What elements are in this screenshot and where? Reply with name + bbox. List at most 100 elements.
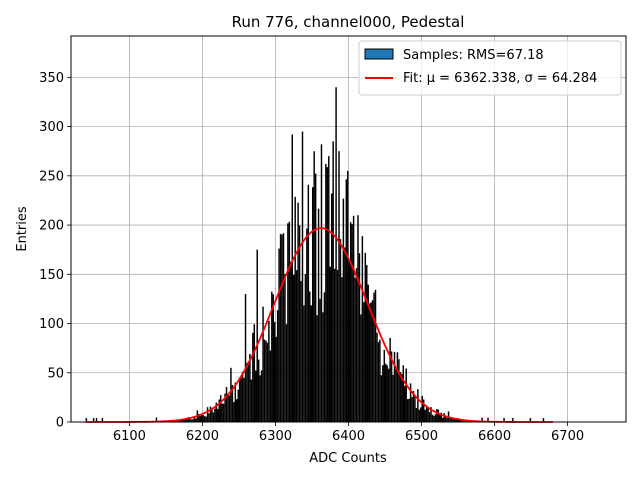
histogram-bar bbox=[431, 414, 434, 422]
histogram-bar bbox=[366, 265, 368, 422]
histogram-bar bbox=[214, 408, 216, 422]
histogram-bar bbox=[414, 395, 416, 422]
histogram-bar bbox=[348, 261, 350, 422]
histogram-bar bbox=[271, 291, 273, 422]
histogram-bar bbox=[300, 281, 302, 422]
histogram-bar bbox=[452, 418, 454, 422]
histogram-bar bbox=[307, 184, 310, 422]
histogram-bar bbox=[268, 320, 270, 422]
histogram-bar bbox=[287, 223, 289, 422]
histogram-bar bbox=[233, 402, 235, 422]
histogram-bar bbox=[262, 306, 264, 422]
histogram-bar bbox=[303, 305, 305, 422]
histogram-bar bbox=[184, 418, 187, 422]
legend-samples-patch bbox=[364, 48, 394, 60]
histogram-bar bbox=[297, 202, 299, 422]
histogram-bar bbox=[411, 397, 413, 422]
histogram-bar bbox=[395, 368, 397, 422]
histogram-bar bbox=[266, 342, 269, 422]
histogram-bar bbox=[278, 248, 280, 422]
histogram-bar bbox=[240, 377, 242, 422]
histogram-bar bbox=[309, 291, 311, 422]
x-tick-label: 6700 bbox=[551, 429, 584, 444]
histogram-bar bbox=[265, 340, 267, 422]
histogram-bar bbox=[339, 239, 342, 422]
histogram-bar bbox=[263, 339, 266, 422]
histogram-bar bbox=[412, 391, 415, 422]
histogram-bar bbox=[341, 277, 343, 422]
y-tick-label: 100 bbox=[39, 317, 64, 332]
histogram-bar bbox=[335, 87, 337, 422]
histogram-bar bbox=[449, 417, 451, 422]
histogram-bar bbox=[295, 270, 298, 422]
histogram-bar bbox=[230, 367, 232, 422]
histogram-bar bbox=[354, 277, 356, 422]
histogram-bar bbox=[183, 419, 185, 422]
histogram-bar bbox=[425, 405, 428, 422]
histogram-bar bbox=[351, 224, 353, 422]
histogram-bar bbox=[344, 247, 346, 422]
histogram-bar bbox=[428, 412, 431, 422]
histogram-bar bbox=[282, 233, 285, 422]
histogram-bar bbox=[274, 321, 276, 422]
histogram-bar bbox=[192, 419, 194, 422]
histogram-bar bbox=[92, 418, 95, 422]
histogram-bar bbox=[225, 387, 228, 422]
histogram-bar bbox=[383, 349, 386, 422]
y-tick-label: 300 bbox=[39, 120, 64, 135]
fit-curve bbox=[85, 227, 553, 423]
legend-samples-label: Samples: RMS=67.18 bbox=[403, 48, 544, 63]
y-tick-label: 250 bbox=[39, 169, 64, 184]
histogram-bar bbox=[217, 408, 219, 422]
histogram-bar bbox=[284, 274, 286, 422]
histogram-bar bbox=[380, 375, 383, 422]
histogram-bar bbox=[255, 370, 257, 422]
x-tick-label: 6600 bbox=[478, 429, 511, 444]
histogram-bar bbox=[291, 134, 293, 422]
histogram-bar bbox=[433, 415, 435, 422]
histogram-bar bbox=[249, 353, 251, 422]
histogram-bar bbox=[219, 395, 222, 422]
histogram-bar bbox=[345, 179, 348, 422]
histogram-bar bbox=[417, 389, 419, 422]
histogram-bar bbox=[355, 268, 358, 422]
histogram-bar bbox=[415, 408, 418, 422]
histogram-bar bbox=[418, 409, 421, 422]
histogram-bar bbox=[377, 342, 380, 422]
histogram-bar bbox=[215, 402, 218, 422]
histogram-bar bbox=[257, 359, 260, 422]
histogram-bars bbox=[85, 87, 545, 423]
histogram-bar bbox=[211, 408, 213, 422]
histogram-bar bbox=[190, 419, 193, 422]
histogram-bar bbox=[512, 418, 514, 422]
x-axis-label: ADC Counts bbox=[309, 451, 387, 466]
histogram-bar bbox=[326, 167, 329, 422]
histogram-bar bbox=[420, 407, 422, 422]
histogram-bar bbox=[200, 415, 203, 422]
histogram-bar bbox=[212, 412, 215, 422]
histogram-bar bbox=[228, 395, 231, 422]
histogram-bar bbox=[294, 196, 296, 422]
histogram-bar bbox=[179, 420, 181, 422]
histogram-bar bbox=[205, 416, 207, 422]
histogram-bar bbox=[481, 417, 483, 422]
histogram-bar bbox=[542, 418, 545, 422]
histogram-bar bbox=[236, 399, 238, 422]
histogram-bar bbox=[424, 409, 426, 422]
histogram-bar bbox=[238, 377, 241, 422]
histogram-bar bbox=[405, 368, 407, 422]
histogram-bar bbox=[208, 413, 210, 422]
histogram-bar bbox=[237, 389, 239, 422]
histogram-bar bbox=[347, 170, 349, 422]
histogram-bar bbox=[402, 365, 404, 422]
y-tick-label: 200 bbox=[39, 219, 64, 234]
histogram-bar bbox=[243, 377, 245, 422]
histogram-bar bbox=[332, 141, 334, 423]
histogram-bar bbox=[446, 417, 448, 422]
histogram-bar bbox=[439, 413, 441, 422]
histogram-bar bbox=[301, 131, 304, 422]
y-axis: 0 50 100 150 200 250 300 350 bbox=[39, 71, 71, 431]
histogram-bar bbox=[293, 274, 295, 422]
histogram-bar bbox=[221, 403, 223, 422]
histogram-bar bbox=[244, 293, 247, 422]
